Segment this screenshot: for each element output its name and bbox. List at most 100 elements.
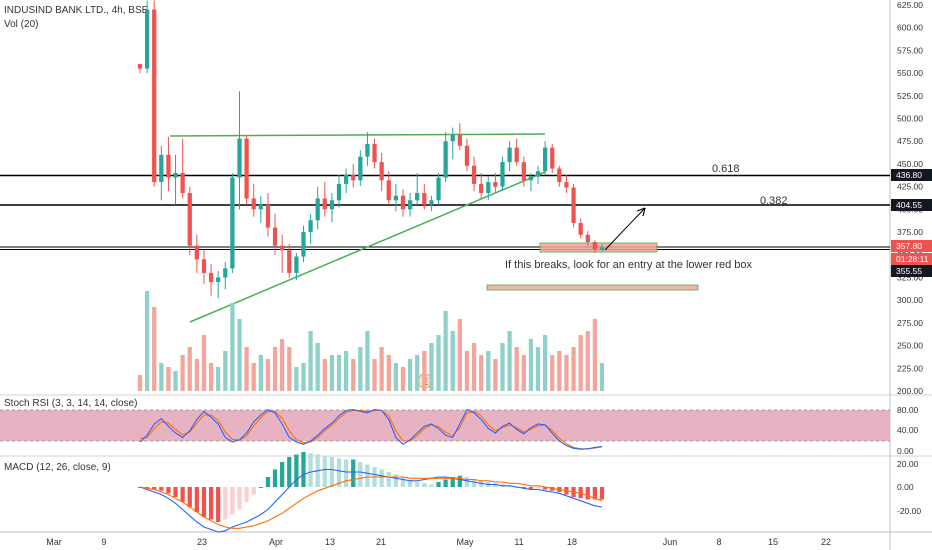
candle-body[interactable] xyxy=(166,154,171,178)
candle-body[interactable] xyxy=(159,154,164,183)
price-badge-label: 357.80 xyxy=(896,241,922,251)
candle-body[interactable] xyxy=(315,198,320,221)
macd-histogram-bar xyxy=(400,477,406,487)
candle-body[interactable] xyxy=(294,256,299,273)
candle-body[interactable] xyxy=(535,171,541,177)
candle-body[interactable] xyxy=(393,195,399,201)
candle-body[interactable] xyxy=(287,250,292,273)
macd-histogram-bar xyxy=(415,482,420,487)
support-trendline[interactable] xyxy=(189,171,546,323)
fib-618-label: 0.618 xyxy=(712,163,740,175)
candle-body[interactable] xyxy=(479,183,484,194)
candle-body[interactable] xyxy=(578,222,583,235)
candle-body[interactable] xyxy=(308,220,313,233)
time-axis-label: Jun xyxy=(663,537,678,547)
candle-body[interactable] xyxy=(144,9,150,69)
candle-body[interactable] xyxy=(351,174,356,181)
candle-body[interactable] xyxy=(258,204,263,210)
candle-body[interactable] xyxy=(585,234,590,243)
price-tick-label: 450.00 xyxy=(897,159,923,169)
macd-histogram-bar xyxy=(152,487,157,490)
candle-body[interactable] xyxy=(415,193,420,201)
time-axis-label: 8 xyxy=(716,537,721,547)
candle-body[interactable] xyxy=(223,268,228,278)
candle-body[interactable] xyxy=(422,193,427,205)
candle-body[interactable] xyxy=(301,232,306,257)
candle-body[interactable] xyxy=(443,141,448,178)
candle-body[interactable] xyxy=(208,272,214,283)
candle-body[interactable] xyxy=(436,177,441,201)
macd-histogram-bar xyxy=(301,452,306,487)
macd-histogram-bar xyxy=(173,487,178,497)
candle-body[interactable] xyxy=(471,165,477,184)
macd-histogram-bar xyxy=(479,480,484,487)
candle-body[interactable] xyxy=(507,147,512,163)
candle-body[interactable] xyxy=(272,227,278,246)
candle-body[interactable] xyxy=(557,168,562,183)
candle-body[interactable] xyxy=(429,200,434,205)
candle-body[interactable] xyxy=(180,173,185,194)
resistance-trendline[interactable] xyxy=(169,133,546,137)
macd-histogram-bar xyxy=(180,487,185,502)
candle-body[interactable] xyxy=(251,198,256,210)
candle-body[interactable] xyxy=(201,259,207,273)
volume-bar xyxy=(535,347,541,391)
volume-bar xyxy=(585,331,590,391)
macd-histogram-bar xyxy=(272,469,278,487)
volume-bar xyxy=(386,355,391,391)
candle-body[interactable] xyxy=(528,176,534,181)
volume-bar xyxy=(479,355,484,391)
candle-body[interactable] xyxy=(592,242,598,250)
candle-body[interactable] xyxy=(358,156,363,181)
candle-body[interactable] xyxy=(450,134,455,142)
candle-body[interactable] xyxy=(514,147,519,163)
candle-body[interactable] xyxy=(464,145,470,166)
candle-body[interactable] xyxy=(230,177,235,269)
candle-body[interactable] xyxy=(599,247,605,250)
candle-body[interactable] xyxy=(237,138,242,178)
candle-body[interactable] xyxy=(379,162,384,181)
candle-body[interactable] xyxy=(265,204,271,228)
candle-body[interactable] xyxy=(194,245,199,260)
candle-body[interactable] xyxy=(244,138,249,199)
candle-body[interactable] xyxy=(187,193,192,246)
lower-red-box[interactable] xyxy=(486,284,699,291)
volume-bar xyxy=(336,355,342,391)
candle-body[interactable] xyxy=(564,182,569,188)
volume-bar xyxy=(443,311,448,391)
stoch-title: Stoch RSI (3, 3, 14, 14, close) xyxy=(4,398,137,409)
candle-body[interactable] xyxy=(329,200,335,210)
candle-body[interactable] xyxy=(322,198,327,210)
upper-red-box[interactable] xyxy=(539,242,658,253)
candle-body[interactable] xyxy=(407,200,413,210)
candle-body[interactable] xyxy=(372,143,377,163)
candle-body[interactable] xyxy=(152,9,157,183)
macd-histogram-bar xyxy=(187,487,192,507)
price-tick-label: 500.00 xyxy=(897,114,923,124)
projection-arrow-line xyxy=(604,207,646,251)
candle-body[interactable] xyxy=(137,64,143,69)
candle-body[interactable] xyxy=(486,182,491,194)
candle-body[interactable] xyxy=(336,183,342,201)
candle-body[interactable] xyxy=(500,162,505,187)
candle-body[interactable] xyxy=(365,143,370,157)
candle-body[interactable] xyxy=(550,147,555,169)
volume-bar xyxy=(343,351,349,391)
projection-arrowhead-icon xyxy=(636,207,646,217)
candle-body[interactable] xyxy=(173,173,178,178)
candle-body[interactable] xyxy=(400,195,406,210)
candle-body[interactable] xyxy=(493,182,498,187)
candle-body[interactable] xyxy=(457,134,462,146)
price-tick-label: 425.00 xyxy=(897,182,923,192)
macd-histogram-bar xyxy=(258,487,263,488)
candle-body[interactable] xyxy=(386,180,391,201)
candle-body[interactable] xyxy=(571,187,576,223)
macd-histogram-bar xyxy=(244,487,249,502)
candle-body[interactable] xyxy=(343,174,349,184)
candle-body[interactable] xyxy=(543,147,548,172)
candle-body[interactable] xyxy=(216,277,221,283)
candle-body[interactable] xyxy=(521,162,526,181)
candle-body[interactable] xyxy=(280,245,285,251)
volume-bar xyxy=(265,359,271,391)
